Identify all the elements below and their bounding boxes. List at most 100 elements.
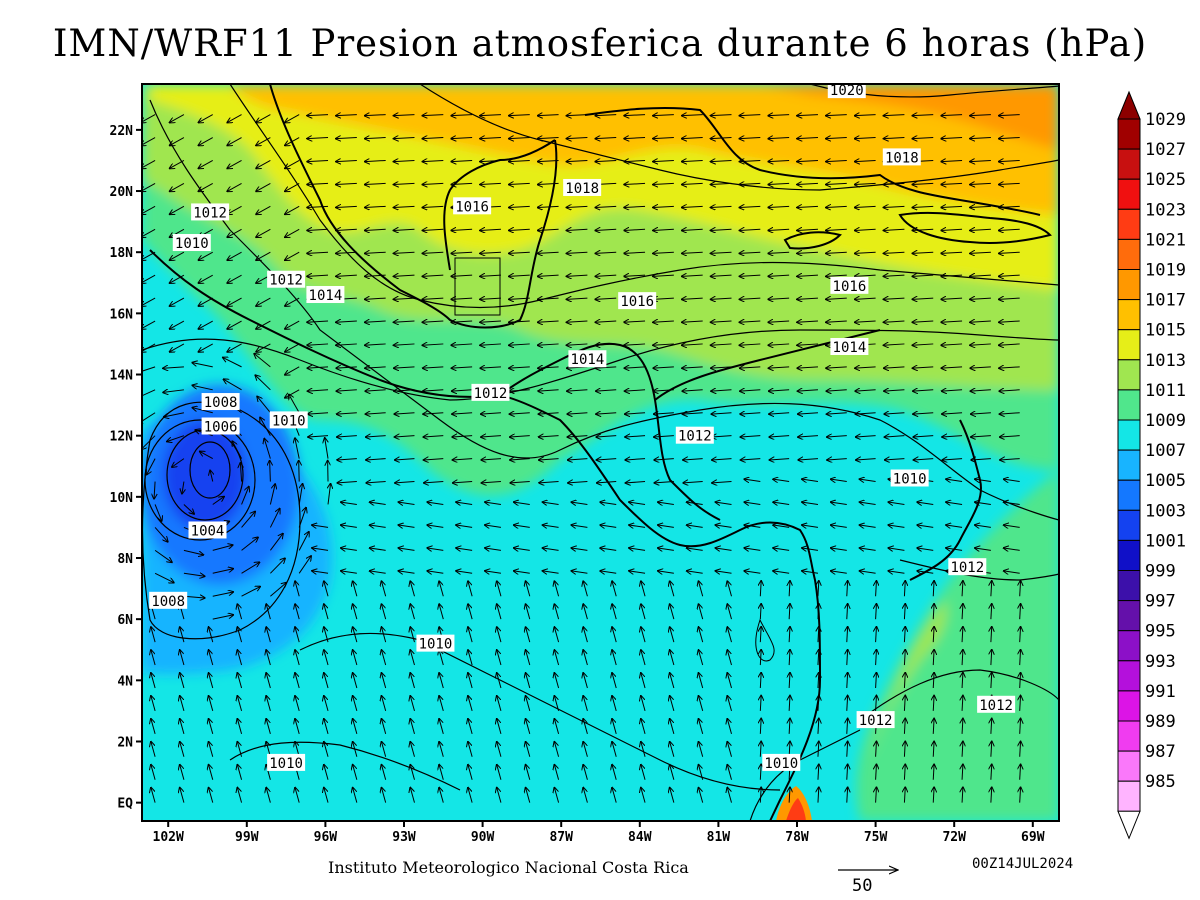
wind-vector bbox=[180, 673, 185, 689]
wind-vector bbox=[567, 252, 588, 253]
colorbar-swatch bbox=[1117, 238, 1141, 270]
wind-vector bbox=[480, 344, 501, 345]
wind-vector bbox=[975, 479, 991, 481]
wind-vector bbox=[711, 160, 732, 161]
contour-label-box bbox=[201, 393, 240, 411]
wind-vector bbox=[538, 229, 559, 230]
wind-vector bbox=[480, 160, 501, 161]
wind-vector bbox=[382, 673, 387, 689]
colorbar-swatch bbox=[1117, 479, 1141, 511]
contour-label-box bbox=[856, 711, 895, 729]
wind-vector bbox=[889, 548, 905, 550]
wind-vector bbox=[337, 390, 357, 391]
wind-vector bbox=[212, 592, 233, 597]
contour-label-box bbox=[191, 203, 230, 221]
wind-vector bbox=[912, 252, 934, 253]
wind-vector bbox=[199, 274, 213, 283]
wind-vector bbox=[1020, 581, 1021, 597]
contour-label-box bbox=[149, 591, 188, 609]
wind-vector bbox=[399, 502, 415, 504]
wind-vector bbox=[629, 525, 646, 527]
wind-vector bbox=[941, 115, 963, 116]
wind-vector bbox=[933, 742, 934, 757]
wind-vector bbox=[798, 390, 818, 391]
wind-vector bbox=[970, 115, 991, 116]
wind-vector bbox=[199, 320, 213, 329]
wind-vector bbox=[298, 556, 311, 574]
wind-vector bbox=[353, 719, 358, 734]
wind-vector bbox=[682, 138, 703, 139]
wind-vector bbox=[151, 696, 156, 712]
wind-vector bbox=[727, 719, 732, 734]
wind-vector bbox=[625, 436, 646, 437]
wind-vector bbox=[991, 719, 992, 734]
colorbar-label: 991 bbox=[1145, 682, 1176, 702]
wind-vector bbox=[797, 229, 818, 230]
lat-tick-label: 16N bbox=[110, 307, 134, 322]
lat-tick-label: 6N bbox=[117, 613, 133, 628]
wind-vector bbox=[789, 696, 790, 711]
contour-label-box bbox=[453, 197, 492, 215]
contour-label: 1012 bbox=[859, 713, 893, 729]
wind-vector bbox=[912, 321, 934, 322]
wind-vector bbox=[526, 604, 531, 620]
wind-vector bbox=[568, 482, 588, 483]
wind-vector bbox=[889, 571, 905, 573]
colorbar-label: 987 bbox=[1145, 742, 1176, 762]
wind-vector bbox=[654, 413, 674, 414]
contour-label-box bbox=[675, 426, 714, 444]
wind-vector bbox=[970, 138, 991, 139]
wind-vector bbox=[970, 367, 991, 368]
wind-vector bbox=[818, 604, 819, 620]
wind-vector bbox=[760, 742, 761, 757]
wind-vector bbox=[399, 571, 415, 573]
wind-vector bbox=[200, 452, 213, 460]
wind-vector bbox=[151, 627, 156, 643]
wind-vector bbox=[682, 390, 703, 391]
wind-vector bbox=[682, 252, 703, 253]
wind-vector bbox=[567, 390, 588, 391]
wind-vector bbox=[999, 183, 1020, 184]
wind-vector bbox=[427, 571, 444, 573]
wind-vector bbox=[423, 275, 444, 276]
wind-vector bbox=[237, 627, 243, 643]
colorbar-label: 995 bbox=[1145, 622, 1176, 642]
wind-vector bbox=[452, 413, 473, 414]
wind-vector bbox=[904, 787, 905, 803]
wind-vector bbox=[170, 251, 185, 260]
wind-vector bbox=[423, 138, 444, 139]
wind-vector bbox=[641, 696, 646, 712]
wind-vector bbox=[526, 742, 531, 757]
wind-vector bbox=[802, 548, 819, 550]
wind-vector bbox=[711, 390, 732, 391]
wind-vector bbox=[439, 765, 444, 780]
contour-label: 1012 bbox=[269, 273, 303, 289]
wind-vector bbox=[884, 206, 905, 207]
wind-vector bbox=[298, 484, 302, 505]
wind-vector bbox=[451, 275, 473, 276]
lon-tick-label: 93W bbox=[392, 830, 416, 845]
wind-vector bbox=[716, 502, 732, 504]
wind-vector bbox=[260, 418, 271, 436]
wind-vector bbox=[789, 719, 790, 734]
contour-label-box bbox=[882, 148, 921, 166]
wind-vector bbox=[382, 604, 387, 620]
wind-vector bbox=[256, 114, 271, 123]
wind-vector bbox=[394, 206, 415, 207]
wind-vector bbox=[240, 463, 241, 482]
wind-vector bbox=[209, 742, 214, 757]
wind-vector bbox=[307, 252, 329, 253]
contour-label-box bbox=[416, 634, 455, 652]
wind-vector bbox=[600, 525, 617, 527]
wind-vector bbox=[655, 482, 674, 483]
wind-vector bbox=[687, 571, 703, 573]
wind-vector bbox=[353, 696, 358, 712]
wind-vector bbox=[802, 571, 819, 573]
lon-tick-label: 102W bbox=[153, 830, 184, 845]
wind-vector bbox=[539, 436, 559, 437]
wind-vector bbox=[439, 650, 444, 666]
wind-vector bbox=[653, 367, 674, 368]
colorbar-label: 993 bbox=[1145, 652, 1176, 672]
wind-vector bbox=[468, 581, 473, 597]
wind-vector bbox=[180, 719, 185, 734]
